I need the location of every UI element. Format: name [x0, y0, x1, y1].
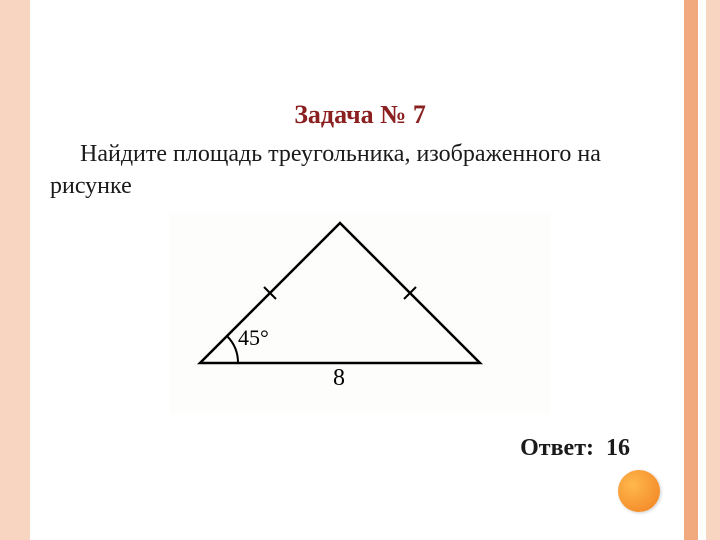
angle-label: 45°: [238, 325, 269, 351]
left-decorative-border: [0, 0, 30, 540]
answer-text: Ответ: 16: [520, 435, 630, 462]
angle-arc: [227, 336, 238, 363]
problem-statement: Найдите площадь треугольника, изображенн…: [50, 138, 670, 203]
problem-title: Задача № 7: [50, 100, 670, 130]
right-decorative-border-inner: [684, 0, 698, 540]
triangle-figure: 45° 8: [170, 213, 550, 413]
right-decorative-border-outer: [706, 0, 720, 540]
triangle-svg: [170, 213, 550, 413]
answer-value: 16: [606, 435, 630, 461]
base-label: 8: [333, 365, 345, 392]
answer-label: Ответ:: [520, 435, 594, 461]
decorative-circle-icon: [618, 470, 660, 512]
slide-content: Задача № 7 Найдите площадь треугольника,…: [50, 100, 670, 413]
